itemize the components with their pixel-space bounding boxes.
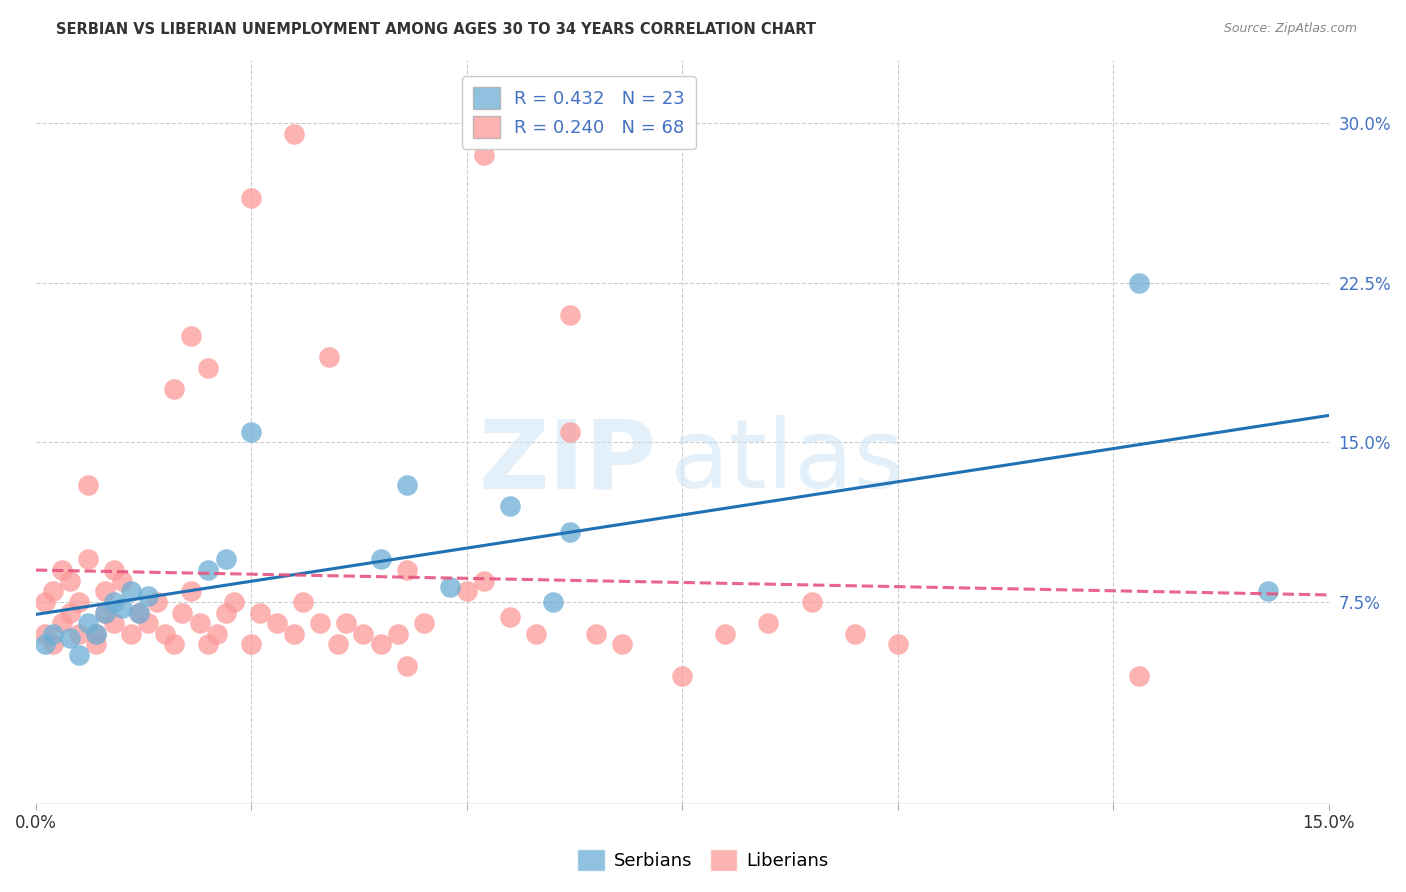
Point <box>34 595 56 609</box>
Point <box>180 329 202 343</box>
Point <box>84 627 107 641</box>
Point <box>456 584 478 599</box>
Point <box>67 627 90 641</box>
Point <box>1128 669 1150 683</box>
Point <box>59 631 82 645</box>
Point <box>318 351 340 365</box>
Point <box>240 191 263 205</box>
Text: SERBIAN VS LIBERIAN UNEMPLOYMENT AMONG AGES 30 TO 34 YEARS CORRELATION CHART: SERBIAN VS LIBERIAN UNEMPLOYMENT AMONG A… <box>56 22 817 37</box>
Point <box>671 669 693 683</box>
Point <box>214 606 236 620</box>
Point <box>67 595 90 609</box>
Point <box>240 638 263 652</box>
Point <box>585 627 607 641</box>
Point <box>42 627 65 641</box>
Point <box>111 601 134 615</box>
Point <box>34 638 56 652</box>
Point <box>120 584 142 599</box>
Point <box>34 627 56 641</box>
Point <box>499 500 522 514</box>
Point <box>42 584 65 599</box>
Point <box>103 595 125 609</box>
Point <box>292 595 315 609</box>
Point <box>84 627 107 641</box>
Point <box>309 616 332 631</box>
Point <box>51 616 73 631</box>
Point <box>800 595 823 609</box>
Point <box>266 616 288 631</box>
Point <box>887 638 910 652</box>
Point <box>439 580 461 594</box>
Point <box>560 524 582 539</box>
Point <box>188 616 211 631</box>
Point <box>472 574 495 588</box>
Point <box>283 627 305 641</box>
Legend: Serbians, Liberians: Serbians, Liberians <box>571 842 835 879</box>
Point <box>524 627 547 641</box>
Point <box>1128 276 1150 290</box>
Point <box>560 425 582 439</box>
Point <box>51 563 73 577</box>
Point <box>214 552 236 566</box>
Point <box>59 606 82 620</box>
Point <box>758 616 780 631</box>
Point <box>499 610 522 624</box>
Point <box>136 616 159 631</box>
Point <box>197 361 219 376</box>
Point <box>283 127 305 141</box>
Point <box>172 606 194 620</box>
Point <box>163 638 186 652</box>
Point <box>197 563 219 577</box>
Point <box>120 627 142 641</box>
Point <box>610 638 633 652</box>
Point <box>59 574 82 588</box>
Point <box>145 595 167 609</box>
Text: atlas: atlas <box>669 415 904 508</box>
Point <box>387 627 409 641</box>
Point <box>240 425 263 439</box>
Point <box>714 627 737 641</box>
Point <box>136 589 159 603</box>
Point <box>560 308 582 322</box>
Point <box>76 616 98 631</box>
Point <box>155 627 177 641</box>
Text: Source: ZipAtlas.com: Source: ZipAtlas.com <box>1223 22 1357 36</box>
Point <box>76 478 98 492</box>
Point <box>395 658 418 673</box>
Point <box>103 563 125 577</box>
Point <box>42 638 65 652</box>
Point <box>67 648 90 662</box>
Point <box>103 616 125 631</box>
Text: ZIP: ZIP <box>478 415 657 508</box>
Point <box>128 606 150 620</box>
Legend: R = 0.432   N = 23, R = 0.240   N = 68: R = 0.432 N = 23, R = 0.240 N = 68 <box>463 76 696 149</box>
Point <box>224 595 246 609</box>
Point <box>844 627 866 641</box>
Point <box>94 606 117 620</box>
Point <box>541 595 564 609</box>
Point <box>370 638 392 652</box>
Point <box>76 552 98 566</box>
Point <box>472 148 495 162</box>
Point <box>205 627 228 641</box>
Point <box>335 616 357 631</box>
Point <box>412 616 434 631</box>
Point <box>128 606 150 620</box>
Point <box>84 638 107 652</box>
Point <box>94 584 117 599</box>
Point <box>352 627 374 641</box>
Point <box>1257 584 1279 599</box>
Point <box>395 563 418 577</box>
Point <box>94 606 117 620</box>
Point <box>111 574 134 588</box>
Point <box>249 606 271 620</box>
Point <box>395 478 418 492</box>
Point <box>326 638 349 652</box>
Point <box>180 584 202 599</box>
Point <box>163 382 186 396</box>
Point <box>370 552 392 566</box>
Point <box>197 638 219 652</box>
